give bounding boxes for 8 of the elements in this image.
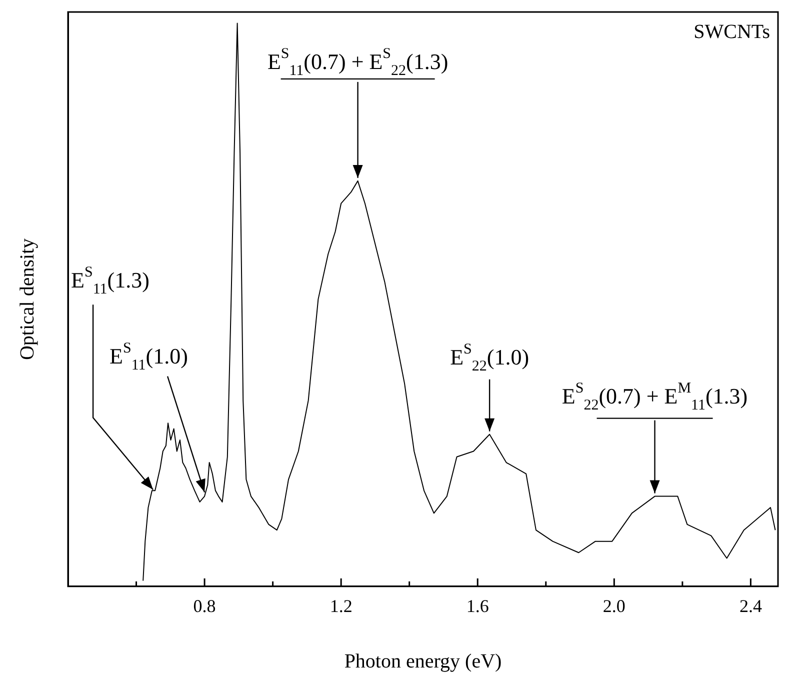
annotation: SWCNTs — [694, 21, 770, 43]
x-tick-label: 2.0 — [602, 596, 626, 616]
x-axis-title: Photon energy (eV) — [344, 650, 502, 672]
x-tick-label: 1.6 — [466, 596, 489, 616]
x-tick-label: 0.8 — [193, 596, 216, 616]
x-tick-label: 2.4 — [739, 596, 762, 616]
x-tick-label: 1.2 — [330, 596, 352, 616]
y-axis-title: Optical density — [16, 238, 38, 360]
